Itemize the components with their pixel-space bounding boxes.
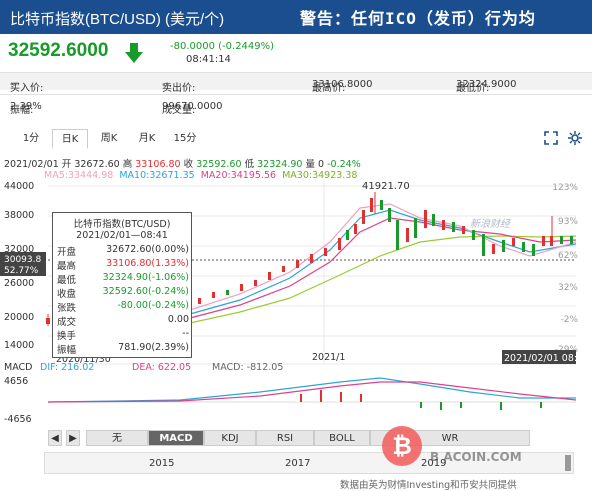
tooltip-row: 张跌 -80.00(-0.24%) xyxy=(57,300,189,314)
macd-legend: MACD DIF: 216.02 DEA: 622.05 MACD: -812.… xyxy=(4,362,284,373)
quote-panel: 32592.6000 xyxy=(0,34,592,68)
nav-year: 2019 xyxy=(421,458,447,469)
tab-15min[interactable]: 15分 xyxy=(173,133,197,144)
tooltip-row: 成交 0.00 xyxy=(57,314,189,328)
macd-chart: 4656 -4656 xyxy=(4,376,577,424)
nav-handle[interactable] xyxy=(565,455,571,471)
indicator-macd[interactable]: MACD xyxy=(148,430,204,446)
y-left-tick: 32000 xyxy=(4,244,34,255)
price-change: -80.0000 (-0.2449%) xyxy=(170,41,275,52)
y-right-tick: 123% xyxy=(552,183,578,193)
nav-year: 2015 xyxy=(149,458,175,469)
info-row-1: 买入价: -- 卖出价: -- 最高价: 33106.8000 最低价: 32324.9… xyxy=(0,72,592,94)
y-right-tick: 93% xyxy=(558,217,578,227)
tab-monthly[interactable]: 月K xyxy=(138,133,156,144)
current-price: 32592.6000 xyxy=(8,40,109,61)
ma-lines xyxy=(189,203,577,324)
tooltip-row: 换手 -- xyxy=(57,328,189,342)
x-tick: 2021/1 xyxy=(312,352,345,363)
warning-banner: 警告：任何ICO（发币）行为均 xyxy=(300,9,536,28)
cursor-price: 30093.8 xyxy=(4,255,41,265)
y-left-tick: 26000 xyxy=(4,278,34,289)
tooltip-row: 振幅 781.90(2.39%) xyxy=(57,342,189,356)
indicator-boll[interactable]: BOLL xyxy=(314,430,370,446)
prev-arrow[interactable]: ◀ xyxy=(48,430,62,446)
data-source-footer: 数据由英为财情Investing和币安共同提供 xyxy=(340,480,517,491)
svg-text:₿: ₿ xyxy=(392,432,412,460)
y-right-tick: -2% xyxy=(560,315,578,325)
settings-icon[interactable] xyxy=(568,131,582,145)
ohlc-tooltip: 比特币指数(BTC/USD) 2021/02/01—08:41 开盘 32672.… xyxy=(52,212,192,358)
macd-top: 4656 xyxy=(4,376,28,387)
next-arrow[interactable]: ▶ xyxy=(66,430,80,446)
period-tabs: 1分 日K 周K 月K 15分 xyxy=(0,125,592,151)
y-right-tick: 62% xyxy=(558,251,578,261)
cursor-date: 2021/02/01 08:41 xyxy=(504,353,589,364)
y-left-tick: 20000 xyxy=(4,312,34,323)
kline-chart[interactable]: 123% 93% 62% 32% -2% -29% 44000 38000 32… xyxy=(0,180,592,370)
nav-year: 2017 xyxy=(285,458,311,469)
indicator-kdj[interactable]: KDJ xyxy=(204,430,256,446)
y-left-tick: 38000 xyxy=(4,210,34,221)
x-tick: 2020/11/30 xyxy=(56,354,111,365)
ma-legend: MA5:33444.98 MA10:32671.35 MA20:34195.56… xyxy=(44,170,358,181)
page-title: 比特币指数(BTC/USD) (美元/个) xyxy=(10,11,225,28)
quote-time: 08:41:14 xyxy=(186,54,231,65)
peak-label: 41921.70 xyxy=(362,181,410,192)
tooltip-row: 开盘 32672.60(0.00%) xyxy=(57,244,189,258)
tooltip-date: 2021/02/01—08:41 xyxy=(76,230,168,241)
time-navigator[interactable]: 2015 2017 2019 xyxy=(44,452,574,474)
indicator-bar: ◀ ▶ 无 MACD KDJ RSI BOLL WR xyxy=(0,428,592,448)
tooltip-row: 最高 33106.80(1.33%) xyxy=(57,258,189,272)
bitcoin-logo-icon: ₿ xyxy=(382,426,422,466)
candles xyxy=(46,192,573,326)
ohlc-readout: 2021/02/01 开 32672.60 高 33106.80 收 32592… xyxy=(4,159,361,170)
title-bar: 比特币指数(BTC/USD) (美元/个) 警告：任何ICO（发币）行为均 xyxy=(0,0,592,34)
tooltip-title: 比特币指数(BTC/USD) xyxy=(73,219,171,230)
tab-weekly[interactable]: 周K xyxy=(100,133,118,144)
y-left-tick: 14000 xyxy=(4,340,34,351)
info-row-2: 振幅: 2.39% 成交量: 99670.0000 xyxy=(0,94,592,116)
cursor-date-box xyxy=(502,350,576,364)
y-left-tick: 44000 xyxy=(4,181,34,192)
y-right-tick: 32% xyxy=(558,283,578,293)
fullscreen-icon[interactable] xyxy=(544,131,558,145)
down-arrow-icon xyxy=(125,43,143,63)
indicator-rsi[interactable]: RSI xyxy=(256,430,314,446)
tab-1min[interactable]: 1分 xyxy=(22,133,40,144)
tooltip-row: 最低 32324.90(-1.06%) xyxy=(57,272,189,286)
brand-watermark: B ACOIN.COM xyxy=(430,450,522,464)
tab-daily[interactable]: 日K xyxy=(52,129,88,149)
macd-bottom: -4656 xyxy=(4,414,32,424)
cursor-pct: 52.77% xyxy=(4,266,39,276)
tooltip-row: 收盘 32592.60(-0.24%) xyxy=(57,286,189,300)
cursor-price-box xyxy=(0,252,46,276)
watermark: 新浪财经 xyxy=(470,218,511,230)
indicator-none[interactable]: 无 xyxy=(86,430,148,446)
